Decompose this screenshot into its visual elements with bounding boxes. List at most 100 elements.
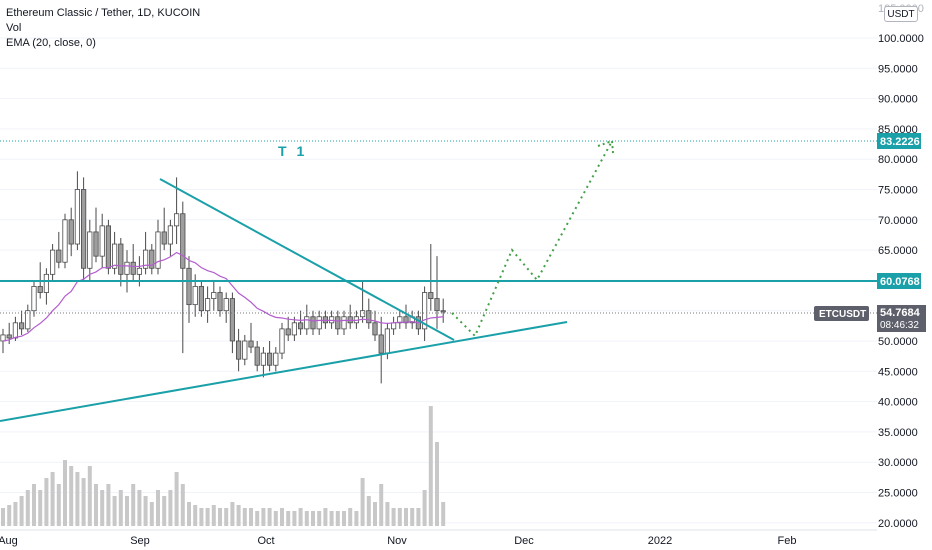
volume-bar xyxy=(211,505,216,526)
candle-body xyxy=(6,334,12,339)
candle-body xyxy=(112,243,118,269)
volume-bar xyxy=(428,406,433,526)
currency-button[interactable]: USDT xyxy=(884,6,918,22)
volume-bar xyxy=(410,508,415,526)
volume-bar xyxy=(397,508,402,526)
candle-body xyxy=(266,352,273,366)
price-tick-label: 75.0000 xyxy=(878,185,918,197)
candle-body xyxy=(43,273,50,293)
candle-body xyxy=(378,334,384,354)
candle-body xyxy=(50,249,56,275)
volume-bar xyxy=(94,484,98,526)
volume-bar xyxy=(7,505,12,526)
volume-bar xyxy=(69,466,74,526)
candle-body xyxy=(130,261,136,275)
ascending-trendline[interactable] xyxy=(0,321,568,422)
volume-bar xyxy=(242,508,247,526)
projection-arrowhead xyxy=(597,139,614,154)
volume-bar xyxy=(342,511,346,526)
descending-trendline[interactable] xyxy=(159,178,455,341)
volume-bar xyxy=(236,505,241,526)
candle-body xyxy=(180,213,186,269)
candle-body xyxy=(37,286,43,293)
candle-body xyxy=(403,316,409,324)
ema-line xyxy=(2,251,444,342)
candle-body xyxy=(229,298,235,342)
time-tick-label: Feb xyxy=(778,535,797,547)
candle-body xyxy=(322,316,329,324)
countdown-label: 08:46:32 xyxy=(880,320,919,331)
time-tick-label: Nov xyxy=(387,535,407,547)
candle-body xyxy=(248,340,254,348)
time-scale[interactable]: Aug Sep Oct Nov Dec 2022 Feb xyxy=(0,535,796,547)
volume-bar xyxy=(323,508,328,526)
candle-body xyxy=(198,286,204,312)
candle-body xyxy=(25,310,31,330)
volume-bar xyxy=(292,511,297,526)
volume-bar xyxy=(391,508,396,526)
projection-path[interactable] xyxy=(451,140,613,338)
price-tick-label: 35.0000 xyxy=(878,427,918,439)
candle-body xyxy=(434,298,440,312)
candle-body xyxy=(316,316,322,330)
price-tick-label: 25.0000 xyxy=(878,488,918,500)
candle-body xyxy=(68,219,74,245)
volume-bar xyxy=(404,508,408,526)
last-price-label-bg xyxy=(877,305,926,332)
volume-bar xyxy=(81,478,86,526)
candle-body xyxy=(254,346,260,366)
volume-bar xyxy=(25,490,30,526)
volume-bar xyxy=(298,508,303,526)
candle-body xyxy=(142,249,149,269)
candle-body xyxy=(93,231,99,257)
volume-bar xyxy=(168,490,173,526)
candle-body xyxy=(124,261,130,275)
volume-bar xyxy=(230,502,235,526)
candle-body xyxy=(372,322,378,336)
volume-indicator-label[interactable]: Vol xyxy=(6,22,22,34)
volume-bar xyxy=(50,472,55,526)
volume-bar xyxy=(255,511,260,526)
t1-annotation[interactable]: T 1 xyxy=(278,143,308,159)
volume-bar xyxy=(273,511,278,526)
candle-body xyxy=(161,231,167,245)
volume-bar xyxy=(385,502,390,526)
volume-bar xyxy=(63,460,67,526)
chart-legend: Ethereum Classic / Tether, 1D, KUCOIN Vo… xyxy=(6,6,200,51)
price-tick-label: 65.0000 xyxy=(878,245,918,257)
candle-body xyxy=(217,292,223,312)
candle-body xyxy=(335,316,341,330)
volume-bar xyxy=(19,496,24,526)
candle-body xyxy=(397,316,403,324)
volume-bar xyxy=(348,508,353,526)
price-tick-label: 30.0000 xyxy=(878,457,918,469)
symbol-title[interactable]: Ethereum Classic / Tether, 1D, KUCOIN xyxy=(6,7,201,19)
price-scale[interactable]: 105.0000 xyxy=(877,0,932,530)
candle-body xyxy=(304,316,310,330)
candle-body xyxy=(291,322,298,336)
volume-bar xyxy=(224,508,229,526)
volume-bar xyxy=(1,508,5,526)
volume-bar xyxy=(32,484,36,526)
volume-bar xyxy=(379,484,384,526)
volume-bars xyxy=(1,406,446,526)
price-tick-label: 95.0000 xyxy=(878,63,918,75)
target-price-label-bg xyxy=(877,133,921,149)
candle-body xyxy=(12,322,18,339)
ema-indicator-label[interactable]: EMA (20, close, 0) xyxy=(6,37,96,49)
volume-bar xyxy=(56,484,61,526)
volume-bar xyxy=(137,490,142,526)
volume-bar xyxy=(112,496,117,526)
price-tick-label: 40.0000 xyxy=(878,397,918,409)
candle-body xyxy=(440,310,446,313)
candle-body xyxy=(235,340,242,360)
volume-bar xyxy=(416,508,421,526)
volume-bar xyxy=(317,511,322,526)
candle-body xyxy=(341,316,347,330)
volume-bar xyxy=(162,496,167,526)
volume-bar xyxy=(180,484,185,526)
volume-bar xyxy=(174,472,179,526)
volume-bar xyxy=(286,511,291,526)
volume-bar xyxy=(87,466,92,526)
